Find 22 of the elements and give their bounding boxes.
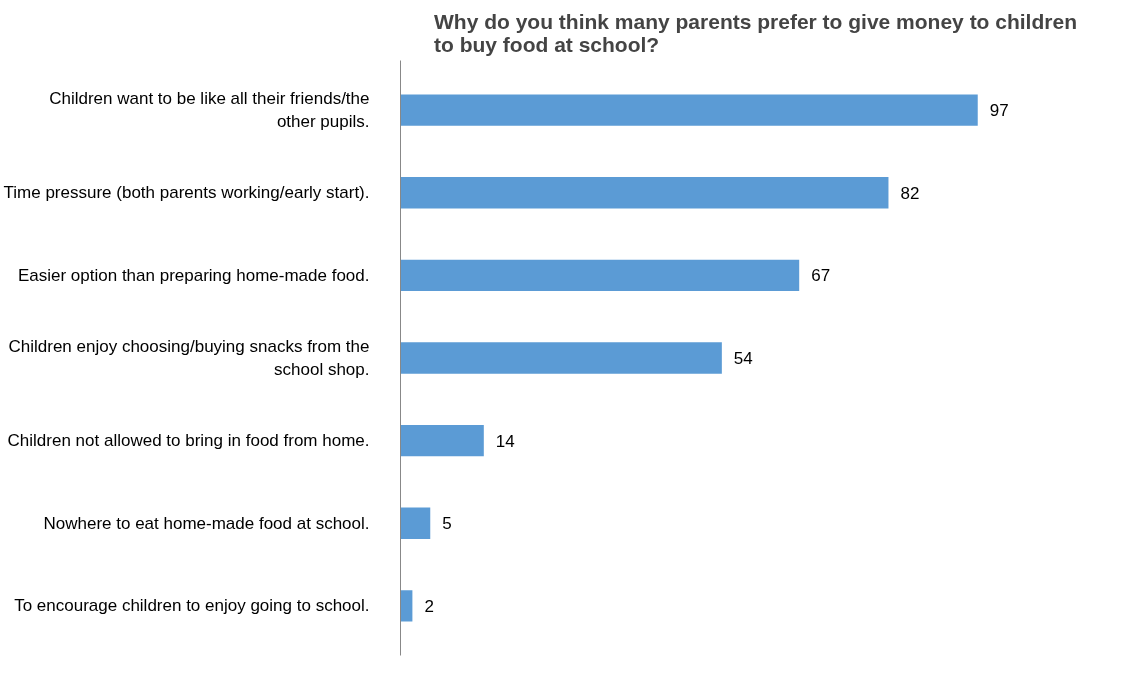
bar <box>400 590 413 622</box>
bar <box>400 507 431 539</box>
data-label: 14 <box>495 431 515 451</box>
bar <box>400 342 722 374</box>
y-tick-label: Children not allowed to bring in food from home. <box>7 431 370 451</box>
bar <box>400 424 484 457</box>
y-tick-label: Children want to be like all their friends/the other pupils. <box>49 89 370 131</box>
data-label: 54 <box>733 349 753 368</box>
bar <box>400 177 889 209</box>
data-label: 97 <box>989 101 1009 121</box>
y-tick-label: Children enjoy choosing/buying snacks from the school shop. <box>8 337 370 379</box>
y-tick-label: Time pressure (both parents working/early start). <box>3 183 370 203</box>
bar <box>400 259 800 292</box>
y-tick-label: Easier option than preparing home-made food. <box>17 265 370 285</box>
bar <box>400 94 978 126</box>
y-tick-label: Nowhere to eat home-made food at school. <box>43 513 370 533</box>
data-label: 5 <box>442 514 452 534</box>
data-label: 2 <box>424 596 434 616</box>
data-label: 67 <box>811 266 831 286</box>
y-tick-label: To encourage children to enjoy going to school. <box>14 596 370 616</box>
chart-title: Why do you think many parents prefer to give money to children to buy food at school? <box>434 9 1077 56</box>
data-label: 82 <box>900 183 920 203</box>
